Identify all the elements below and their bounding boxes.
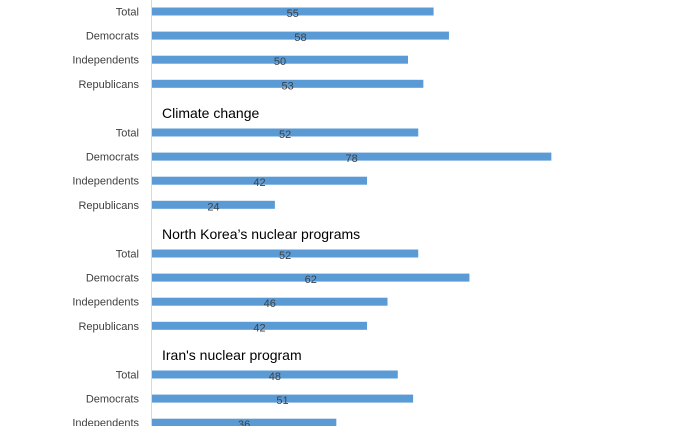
category-label: Total bbox=[116, 370, 139, 382]
bar bbox=[152, 31, 449, 40]
data-label: 62 bbox=[305, 274, 317, 286]
category-label: Democrats bbox=[86, 273, 140, 285]
data-label: 58 bbox=[294, 32, 306, 44]
category-label: Democrats bbox=[86, 152, 140, 164]
bar bbox=[152, 79, 424, 88]
bar bbox=[152, 418, 337, 426]
bar bbox=[152, 249, 419, 258]
data-label: 55 bbox=[287, 8, 299, 20]
bar bbox=[152, 152, 552, 161]
category-label: Total bbox=[116, 7, 139, 19]
category-label: Total bbox=[116, 128, 139, 140]
data-label: 42 bbox=[253, 177, 265, 189]
data-label: 48 bbox=[269, 371, 281, 383]
bar bbox=[152, 55, 408, 64]
section-title: Iran's nuclear program bbox=[162, 347, 302, 363]
data-label: 78 bbox=[346, 153, 358, 165]
bar bbox=[152, 394, 414, 403]
category-label: Republicans bbox=[78, 200, 139, 212]
bar bbox=[152, 321, 368, 330]
bar bbox=[152, 128, 419, 137]
category-label: Total bbox=[116, 249, 139, 261]
data-label: 46 bbox=[264, 298, 276, 310]
bar bbox=[152, 297, 388, 306]
category-label: Democrats bbox=[86, 394, 140, 406]
data-label: 52 bbox=[279, 250, 291, 262]
section-title: Climate change bbox=[162, 105, 259, 121]
data-label: 36 bbox=[238, 419, 250, 426]
data-label: 50 bbox=[274, 56, 286, 68]
bar bbox=[152, 7, 434, 16]
bar bbox=[152, 273, 470, 282]
data-label: 53 bbox=[282, 80, 294, 92]
section-title: North Korea’s nuclear programs bbox=[162, 226, 360, 242]
category-label: Independents bbox=[72, 297, 139, 309]
data-label: 51 bbox=[276, 395, 288, 407]
data-label: 42 bbox=[253, 322, 265, 334]
bar bbox=[152, 176, 368, 185]
data-label: 52 bbox=[279, 129, 291, 141]
data-label: 24 bbox=[207, 201, 219, 213]
bar bbox=[152, 200, 275, 209]
category-label: Independents bbox=[72, 176, 139, 188]
category-label: Republicans bbox=[78, 79, 139, 91]
category-label: Independents bbox=[72, 55, 139, 67]
category-label: Republicans bbox=[78, 321, 139, 333]
category-label: Independents bbox=[72, 418, 139, 426]
bar bbox=[152, 370, 398, 379]
category-label: Democrats bbox=[86, 31, 140, 43]
